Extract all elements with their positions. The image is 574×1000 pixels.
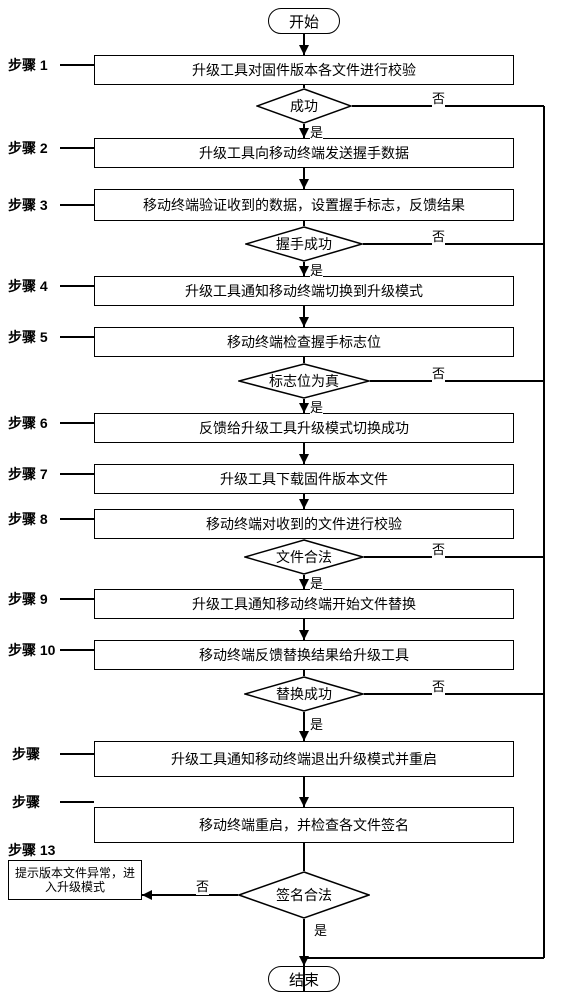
step-6-label: 步骤 6 [8, 413, 48, 433]
d3-no: 否 [432, 363, 445, 382]
step-3-label: 步骤 3 [8, 195, 48, 215]
d4-no: 否 [432, 539, 445, 558]
step-2-label: 步骤 2 [8, 138, 48, 158]
step-13-box: 提示版本文件异常，进入升级模式 [8, 860, 142, 900]
flowchart-canvas: 开始结束升级工具对固件版本各文件进行校验升级工具向移动终端发送握手数据移动终端验… [0, 0, 574, 1000]
step-1-box: 升级工具对固件版本各文件进行校验 [94, 55, 514, 85]
d6-yes: 是 [314, 920, 327, 939]
d6-no: 否 [196, 876, 209, 895]
step-9-box: 升级工具通知移动终端开始文件替换 [94, 589, 514, 619]
step-12-label: 步骤 [12, 792, 40, 812]
step-4-box: 升级工具通知移动终端切换到升级模式 [94, 276, 514, 306]
step-12-box: 移动终端重启，并检查各文件签名 [94, 807, 514, 843]
step-1-label: 步骤 1 [8, 55, 48, 75]
d5-yes: 是 [310, 714, 323, 733]
step-10-label: 步骤 10 [8, 640, 55, 660]
d1-no: 否 [432, 88, 445, 107]
decision-d6: 签名合法 [238, 871, 370, 919]
step-5-label: 步骤 5 [8, 327, 48, 347]
step-9-label: 步骤 9 [8, 589, 48, 609]
d5-no: 否 [432, 676, 445, 695]
step-6-box: 反馈给升级工具升级模式切换成功 [94, 413, 514, 443]
decision-d4: 文件合法 [244, 539, 364, 575]
decision-d3: 标志位为真 [238, 363, 370, 399]
step-5-box: 移动终端检查握手标志位 [94, 327, 514, 357]
step-10-box: 移动终端反馈替换结果给升级工具 [94, 640, 514, 670]
step-7-box: 升级工具下载固件版本文件 [94, 464, 514, 494]
decision-d5: 替换成功 [244, 676, 364, 712]
step-2-box: 升级工具向移动终端发送握手数据 [94, 138, 514, 168]
d2-yes: 是 [310, 260, 323, 279]
step-13-label: 步骤 13 [8, 840, 55, 860]
d3-yes: 是 [310, 397, 323, 416]
d4-yes: 是 [310, 573, 323, 592]
step-7-label: 步骤 7 [8, 464, 48, 484]
decision-d2: 握手成功 [245, 226, 363, 262]
d2-no: 否 [432, 226, 445, 245]
step-3-box: 移动终端验证收到的数据，设置握手标志，反馈结果 [94, 189, 514, 221]
step-8-box: 移动终端对收到的文件进行校验 [94, 509, 514, 539]
step-4-label: 步骤 4 [8, 276, 48, 296]
d1-yes: 是 [310, 122, 323, 141]
start-terminator: 开始 [268, 8, 340, 34]
step-11-label: 步骤 [12, 744, 40, 764]
step-11-box: 升级工具通知移动终端退出升级模式并重启 [94, 741, 514, 777]
decision-d1: 成功 [256, 88, 352, 124]
step-8-label: 步骤 8 [8, 509, 48, 529]
